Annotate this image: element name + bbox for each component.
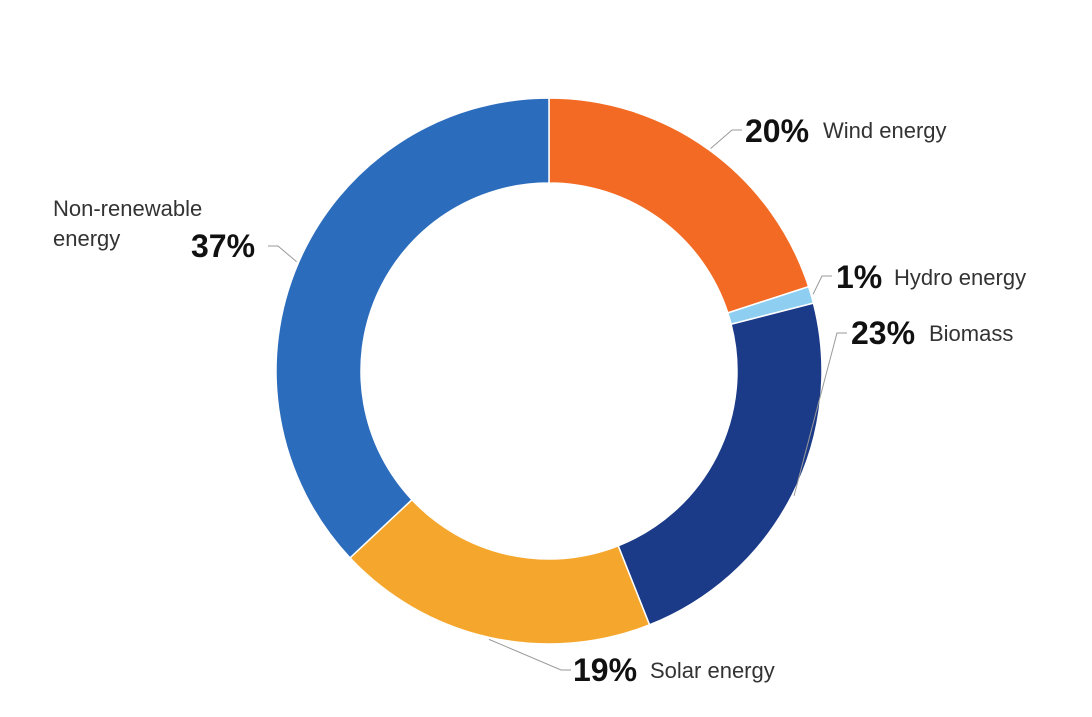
biomass-percent-label: 23% bbox=[851, 315, 915, 351]
leader-line-non-renewable-energy bbox=[268, 245, 297, 263]
leader-lines-layer bbox=[268, 129, 847, 671]
hydro-energy-name-label: Hydro energy bbox=[894, 265, 1026, 290]
slice-non-renewable-energy bbox=[275, 97, 550, 559]
non-renewable-name-label-line1: Non-renewable bbox=[53, 196, 202, 221]
solar-energy-percent-label: 19% bbox=[573, 652, 637, 688]
wind-energy-percent-label: 20% bbox=[745, 113, 809, 149]
biomass-name-label: Biomass bbox=[929, 321, 1013, 346]
slice-biomass bbox=[617, 302, 823, 626]
leader-line-wind-energy bbox=[710, 129, 742, 149]
hydro-energy-percent-label: 1% bbox=[836, 259, 882, 295]
leader-line-biomass bbox=[793, 332, 847, 496]
leader-line-solar-energy bbox=[488, 638, 571, 671]
wind-energy-name-label: Wind energy bbox=[823, 118, 947, 143]
non-renewable-name-label-line2: energy bbox=[53, 226, 120, 251]
non-renewable-percent-label: 37% bbox=[191, 228, 255, 264]
leader-line-hydro-energy bbox=[812, 275, 832, 295]
slice-solar-energy bbox=[348, 498, 651, 645]
labels-layer: 20% Wind energy 1% Hydro energy 23% Biom… bbox=[53, 113, 1026, 688]
slices-layer bbox=[275, 97, 823, 645]
solar-energy-name-label: Solar energy bbox=[650, 658, 775, 683]
